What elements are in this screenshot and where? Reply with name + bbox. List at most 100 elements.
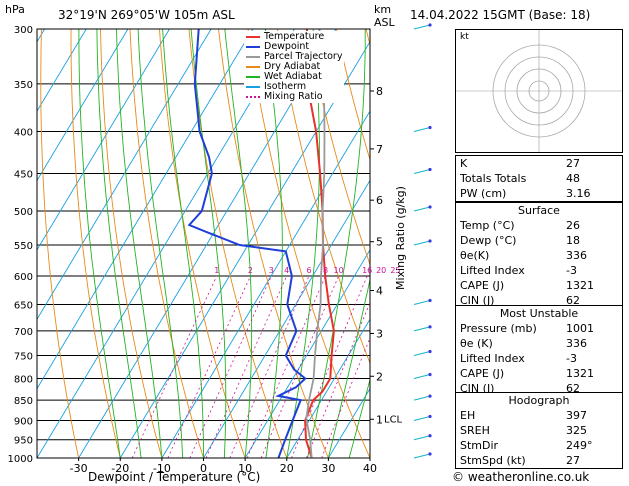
wet-adiabat-line — [96, 29, 142, 458]
pressure-tick-label: 400 — [14, 128, 33, 139]
legend-label: Isotherm — [264, 81, 307, 92]
legend-label: Mixing Ratio — [264, 91, 323, 102]
row-label: K — [460, 157, 468, 170]
x-tick-label: 0 — [200, 462, 207, 475]
table-row: θe (K) 336 — [456, 336, 622, 351]
wind-barb — [413, 300, 431, 305]
row-label: EH — [460, 409, 476, 422]
wet-adiabat-line — [190, 29, 227, 458]
isotherm-line — [37, 29, 87, 112]
series-line-dewpoint — [187, 29, 307, 458]
row-label: StmDir — [460, 439, 499, 452]
table-row: StmSpd (kt) 27 — [456, 453, 622, 468]
km-tick-label: 8 — [376, 85, 383, 98]
row-value: 249° — [566, 439, 593, 452]
legend-swatch — [246, 96, 260, 98]
pressure-tick-label: 800 — [14, 374, 33, 385]
wind-barb — [413, 351, 431, 356]
isotherm-line — [37, 29, 129, 182]
km-tick-label: 4 — [376, 285, 383, 298]
table-row: Dewp (°C) 18 — [456, 233, 622, 248]
legend-swatch — [246, 46, 260, 48]
km-tick-label: 6 — [376, 194, 383, 207]
pressure-tick-label: 1000 — [8, 454, 33, 465]
mixing-ratio-label: 1 — [214, 266, 219, 275]
unstable-box: Most Unstable Pressure (mb) 1001 θe (K) 336… — [455, 305, 623, 397]
datetime-label: 14.04.2022 15GMT (Base: 18) — [410, 8, 591, 22]
pressure-tick-label: 950 — [14, 436, 33, 447]
row-value: 18 — [566, 234, 580, 247]
wind-barb-dot — [428, 372, 432, 377]
row-value: 1321 — [566, 367, 594, 380]
wet-adiabat-line — [307, 29, 366, 458]
km-tick-label: 2 — [376, 370, 383, 383]
dry-adiabat-line — [70, 29, 121, 458]
legend-swatch — [246, 36, 260, 38]
wind-barb — [413, 374, 431, 379]
km-tick-label: 1 — [376, 413, 383, 426]
isotherm-line — [244, 249, 370, 458]
footer-credit: © weatheronline.co.uk — [452, 470, 590, 484]
mixing-ratio-label: 2 — [248, 266, 253, 275]
legend-item: Mixing Ratio — [246, 92, 342, 102]
wet-adiabat-line — [162, 29, 204, 458]
table-row: Lifted Index -3 — [456, 351, 622, 366]
table-row: Totals Totals 48 — [456, 171, 622, 186]
legend-item: Dewpoint — [246, 42, 342, 52]
legend-swatch — [246, 76, 260, 78]
mixing-ratio-label: 8 — [323, 266, 328, 275]
pressure-tick-label: 650 — [14, 301, 33, 312]
pressure-tick-label: 900 — [14, 416, 33, 427]
mixing-ratio-label: 25 — [390, 266, 400, 275]
wind-barb — [413, 206, 431, 212]
table-row: CIN (J) 62 — [456, 381, 622, 396]
table-row: EH 397 — [456, 408, 622, 423]
x-tick-label: 20 — [280, 462, 294, 475]
mixing-ratio-line — [306, 301, 370, 458]
wind-barb-dot — [428, 349, 432, 354]
hodograph-plot: kt — [455, 29, 623, 153]
x-tick-label: -20 — [111, 462, 129, 475]
pressure-tick-label: 300 — [14, 25, 33, 36]
x-axis-title: Dewpoint / Temperature (°C) — [88, 470, 261, 484]
isotherm-line — [37, 29, 254, 390]
table-row: CIN (J) 62 — [456, 293, 622, 308]
row-value: 48 — [566, 172, 580, 185]
x-tick-label: 40 — [363, 462, 377, 475]
pressure-tick-label: 550 — [14, 241, 33, 252]
row-value: 325 — [566, 424, 587, 437]
row-value: 1001 — [566, 322, 594, 335]
dry-adiabat-line — [277, 29, 370, 365]
row-label: Pressure (mb) — [460, 322, 537, 335]
wind-barb-dot — [428, 414, 432, 419]
row-value: 62 — [566, 382, 580, 395]
wind-barb — [413, 395, 431, 401]
row-value: -3 — [566, 352, 577, 365]
table-row: Pressure (mb) 1001 — [456, 321, 622, 336]
pressure-tick-label: 600 — [14, 272, 33, 283]
row-label: SREH — [460, 424, 490, 437]
row-value: -3 — [566, 264, 577, 277]
table-row: θe(K) 336 — [456, 248, 622, 263]
surface-title: Surface — [518, 204, 560, 217]
legend-item: Parcel Trajectory — [246, 52, 342, 62]
legend-swatch — [246, 66, 260, 68]
wind-barb — [413, 415, 431, 421]
wet-adiabat-line — [78, 29, 121, 458]
row-value: 62 — [566, 294, 580, 307]
dry-adiabat-line — [247, 29, 370, 458]
row-value: 27 — [566, 157, 580, 170]
pressure-tick-label: 700 — [14, 327, 33, 338]
isotherm-line — [203, 179, 370, 458]
table-row: StmDir 249° — [456, 438, 622, 453]
mixing-ratio-line — [321, 337, 370, 458]
wind-barb — [413, 127, 431, 132]
legend-label: Dry Adiabat — [264, 61, 321, 72]
mixing-ratio-label: 3 — [269, 266, 274, 275]
row-label: CIN (J) — [460, 382, 495, 395]
mixing-ratio-label: 20 — [376, 266, 386, 275]
table-row: Temp (°C) 26 — [456, 218, 622, 233]
x-tick-label: -30 — [70, 462, 88, 475]
wind-barb-dot — [428, 239, 432, 243]
